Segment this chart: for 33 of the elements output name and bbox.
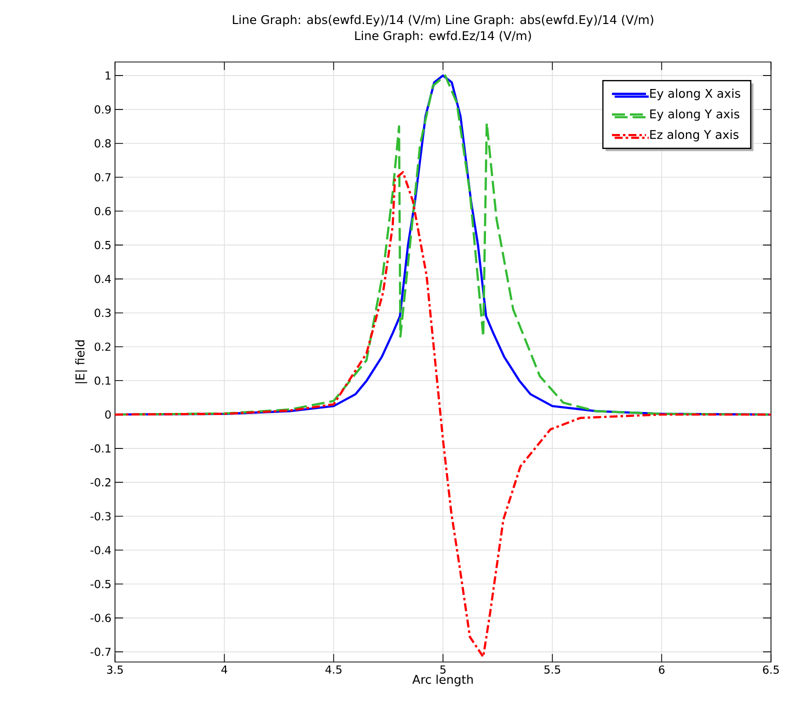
- y-tick-label: -0.2: [90, 478, 110, 486]
- y-tick-label: 0.9: [94, 105, 111, 114]
- x-tick-label: 6: [658, 666, 664, 674]
- x-tick-label: 4: [221, 666, 228, 674]
- y-tick-label: -0.5: [90, 580, 111, 588]
- legend-label: Ez along Y axis: [650, 130, 738, 142]
- y-tick-label: -0.6: [90, 614, 111, 622]
- x-axis-title: Arc length: [412, 674, 473, 686]
- x-tick-label: 3.5: [107, 666, 123, 674]
- y-tick-label: 0.7: [94, 173, 111, 182]
- legend-label: Ey along Y axis: [650, 109, 740, 121]
- y-tick-label: 0.5: [94, 240, 111, 250]
- y-tick-label: 0.6: [94, 206, 111, 216]
- legend-label: Ey along X axis: [650, 88, 740, 100]
- y-tick-label: 0.4: [94, 274, 111, 284]
- y-tick-label: -0.3: [90, 512, 111, 520]
- x-tick-label: 6.5: [763, 666, 779, 674]
- x-tick-label: 5: [440, 666, 446, 674]
- y-tick-label: 0.3: [94, 308, 111, 318]
- line-series: [115, 171, 772, 658]
- y-tick-label: -0.1: [90, 444, 110, 453]
- chart-title: Line Graph: abs(ewfd.Ey)/14 (V/m) Line Graph: abs(ewfd.Ey)/14 (V/m): [232, 14, 654, 26]
- x-tick-label: 5.5: [544, 666, 560, 674]
- y-tick-label: -0.7: [90, 648, 111, 656]
- y-tick-label: 0: [105, 410, 111, 419]
- y-tick-label: 0.2: [94, 342, 110, 351]
- y-tick-label: -0.4: [90, 546, 111, 554]
- y-tick-label: 0.8: [94, 139, 111, 148]
- y-axis-title: |E| field: [75, 340, 88, 384]
- x-tick-label: 4.5: [325, 666, 342, 674]
- y-tick-label: 1: [106, 72, 110, 80]
- y-tick-label: 0.1: [94, 376, 110, 385]
- chart-subtitle: Line Graph: ewfd.Ez/14 (V/m): [355, 30, 531, 42]
